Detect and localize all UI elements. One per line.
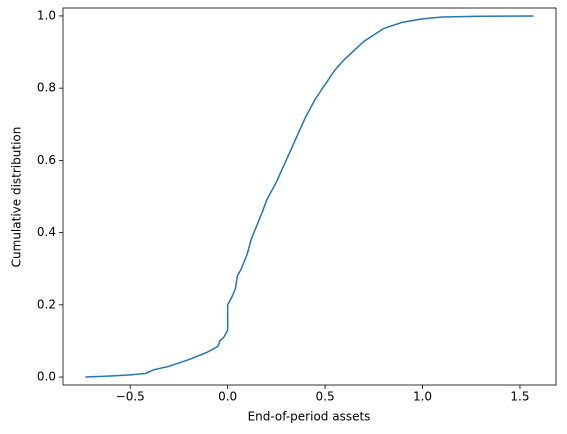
line [85,15,534,378]
x-tick-label: 1.5 [510,390,529,404]
plot-frame [62,7,557,386]
y-axis-label: Cumulative distribution [10,127,24,268]
y-tick-label: 0.2 [37,297,56,311]
x-tick-label: −0.5 [116,390,145,404]
x-tick-label: 1.0 [413,390,432,404]
y-tick-label: 0.4 [37,225,56,239]
x-tick-label: 0.5 [316,390,335,404]
y-tick-label: 0.0 [37,370,56,384]
x-axis-label: End-of-period assets [248,410,371,424]
x-tick-label: 0.0 [218,390,237,404]
y-tick-label: 0.6 [37,153,56,167]
y-tick-label: 0.8 [37,81,56,95]
y-tick-label: 1.0 [37,8,56,22]
